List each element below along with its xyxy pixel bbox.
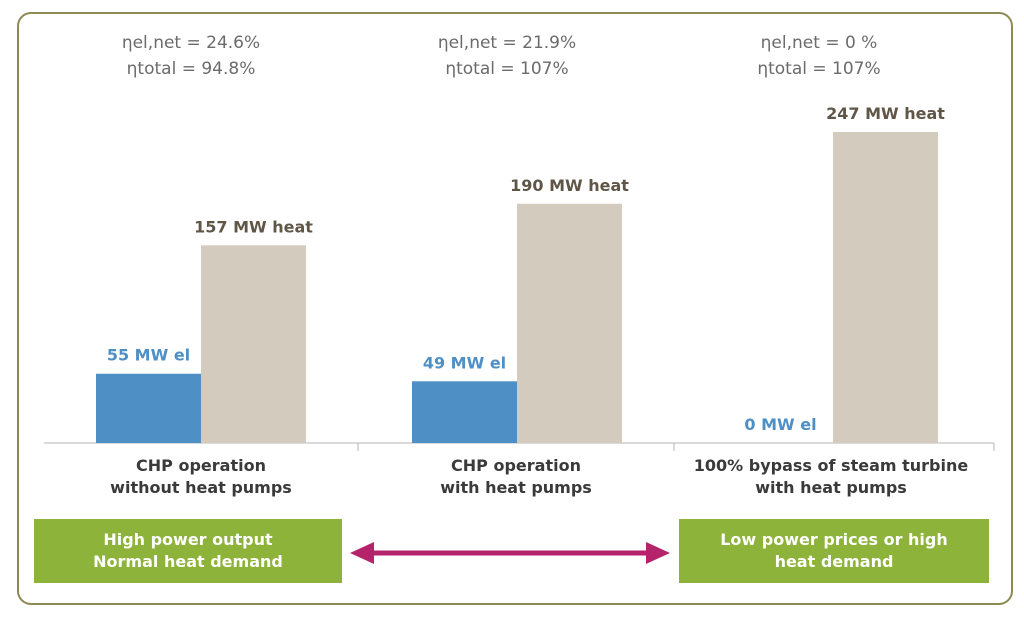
efficiency-group-3: ηel,net = 0 % ηtotal = 107% (689, 30, 949, 82)
heat-bar-1 (201, 245, 306, 443)
low-power-box: Low power prices or high heat demand (679, 519, 989, 583)
efficiency-total-2: ηtotal = 107% (445, 59, 569, 79)
high-power-box-line-1: High power output (103, 530, 273, 549)
category-label-1: CHP operation without heat pumps (36, 455, 366, 499)
high-power-box: High power output Normal heat demand (34, 519, 342, 583)
electric-bar-1 (96, 373, 201, 443)
category-label-2: CHP operation with heat pumps (351, 455, 681, 499)
category-label-2-line-1: CHP operation (451, 456, 581, 475)
electric-value-label-1: 55 MW el (107, 346, 190, 365)
electric-value-label-2: 49 MW el (423, 353, 506, 372)
efficiency-group-1: ηel,net = 24.6% ηtotal = 94.8% (61, 30, 321, 82)
high-power-box-line-2: Normal heat demand (93, 552, 283, 571)
efficiency-el-net-1: ηel,net = 24.6% (121, 33, 261, 53)
low-power-box-line-2: heat demand (774, 552, 894, 571)
heat-bar-3 (833, 132, 938, 443)
heat-value-label-3: 247 MW heat (826, 104, 945, 123)
heat-value-label-1: 157 MW heat (194, 217, 313, 236)
category-label-1-line-2: without heat pumps (110, 478, 292, 497)
category-label-1-line-1: CHP operation (136, 456, 266, 475)
efficiency-group-2: ηel,net = 21.9% ηtotal = 107% (377, 30, 637, 82)
category-label-2-line-2: with heat pumps (440, 478, 592, 497)
category-label-3-line-2: with heat pumps (755, 478, 907, 497)
efficiency-el-net-2: ηel,net = 21.9% (437, 33, 577, 53)
efficiency-total-3: ηtotal = 107% (757, 59, 881, 79)
category-label-3-line-1: 100% bypass of steam turbine (693, 456, 969, 475)
electric-bar-2 (412, 381, 517, 443)
efficiency-total-1: ηtotal = 94.8% (126, 59, 256, 79)
efficiency-el-net-3: ηel,net = 0 % (760, 33, 878, 53)
category-label-3: 100% bypass of steam turbine with heat p… (666, 455, 996, 499)
heat-bar-2 (517, 203, 622, 443)
low-power-box-line-1: Low power prices or high (720, 530, 948, 549)
heat-value-label-2: 190 MW heat (510, 176, 629, 195)
electric-value-label-3: 0 MW el (744, 415, 816, 434)
